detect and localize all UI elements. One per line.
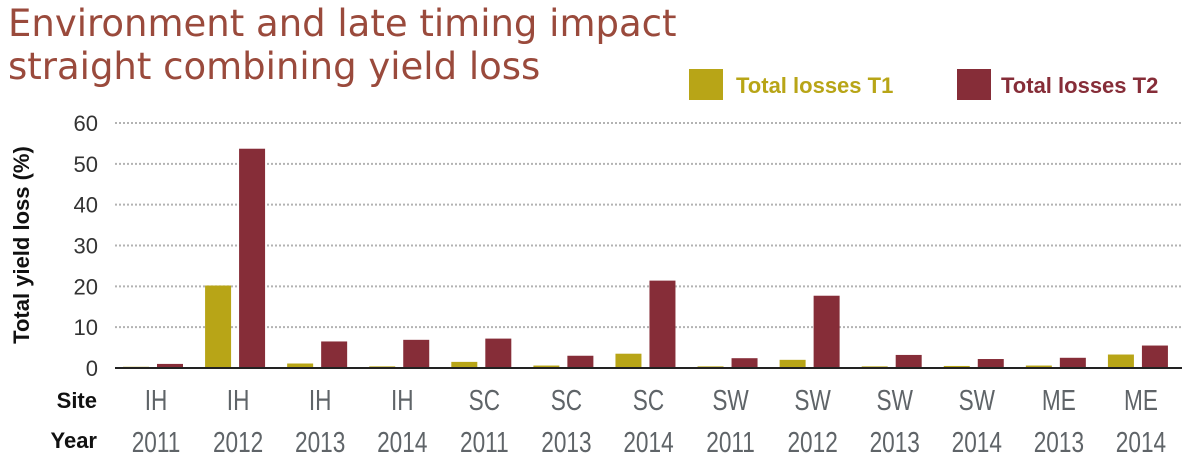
x-tick-label-year: 2014 — [623, 425, 673, 458]
grid-lines — [115, 122, 1182, 329]
bar — [1059, 357, 1086, 368]
bar — [485, 338, 512, 368]
bar — [977, 359, 1004, 368]
x-tick-label-year: 2013 — [870, 425, 920, 458]
bar — [287, 363, 314, 368]
bar — [779, 359, 806, 368]
x-tick-label-year: 2013 — [1034, 425, 1084, 458]
x-tick-label-site: ME — [1124, 383, 1158, 416]
x-tick-label-year: 2012 — [213, 425, 263, 458]
x-tick-label-site: IH — [391, 383, 414, 416]
x-tick-label-site: SC — [551, 383, 582, 416]
y-tick-label: 0 — [86, 356, 98, 381]
x-tick-label-year: 2014 — [377, 425, 427, 458]
x-tick-label-site: SC — [633, 383, 664, 416]
bar — [1107, 354, 1134, 368]
x-tick-label-site: SC — [469, 383, 500, 416]
legend-label: Total losses T1 — [736, 73, 893, 98]
x-tick-label-site: SW — [959, 383, 996, 416]
bar — [649, 280, 676, 368]
x-tick-label-year: 2014 — [952, 425, 1002, 458]
bar — [321, 341, 348, 368]
chart-title: Environment and late timing impact strai… — [8, 2, 677, 88]
x-tick-label-year: 2013 — [541, 425, 591, 458]
bar — [895, 354, 922, 368]
site-row-label: Site — [57, 388, 97, 413]
legend-label: Total losses T2 — [1001, 73, 1158, 98]
x-tick-label-year: 2013 — [295, 425, 345, 458]
y-tick-label: 50 — [74, 152, 98, 177]
bar — [731, 358, 758, 368]
x-tick-label-year: 2011 — [460, 425, 509, 458]
y-tick-label: 30 — [74, 234, 98, 259]
bar — [403, 339, 430, 368]
y-tick-label: 40 — [74, 193, 98, 218]
year-row-label: Year — [51, 428, 98, 453]
bar — [1025, 365, 1052, 368]
y-tick-label: 10 — [74, 315, 98, 340]
x-tick-label-year: 2012 — [787, 425, 837, 458]
bar — [533, 365, 560, 368]
legend-swatch — [689, 69, 723, 100]
x-tick-label-site: IH — [145, 383, 168, 416]
bar — [451, 361, 478, 368]
x-tick-label-site: IH — [309, 383, 332, 416]
bar — [813, 295, 840, 368]
x-tick-label-year: 2011 — [132, 425, 181, 458]
chart-title-line-2: straight combining yield loss — [8, 45, 541, 88]
bar — [1141, 345, 1168, 368]
x-tick-label-site: IH — [227, 383, 250, 416]
y-axis-label: Total yield loss (%) — [9, 146, 34, 344]
bars — [123, 148, 1168, 368]
y-tick-label: 60 — [74, 111, 98, 136]
chart-title-line-1: Environment and late timing impact — [8, 2, 677, 45]
bar — [157, 363, 183, 368]
bar — [239, 148, 266, 368]
x-tick-label-site: SW — [794, 383, 831, 416]
x-tick-label-site: SW — [877, 383, 914, 416]
x-tick-label-site: SW — [712, 383, 749, 416]
bar — [567, 355, 594, 368]
x-tick-label-year: 2011 — [706, 425, 755, 458]
y-axis: 0 10 20 30 40 50 60 — [74, 111, 98, 381]
x-tick-label-year: 2014 — [1116, 425, 1166, 458]
x-axis-labels: IH 2011 IH 2012 IH 2013 IH 2014 SC 2011 SC 2013 SC 20… — [51, 383, 1167, 458]
legend-swatch — [957, 69, 991, 100]
bar — [615, 353, 642, 368]
y-tick-label: 20 — [74, 274, 98, 299]
bar — [943, 365, 970, 368]
bar — [205, 285, 232, 368]
x-tick-label-site: ME — [1042, 383, 1076, 416]
legend: Total losses T1 Total losses T2 — [689, 69, 1158, 100]
